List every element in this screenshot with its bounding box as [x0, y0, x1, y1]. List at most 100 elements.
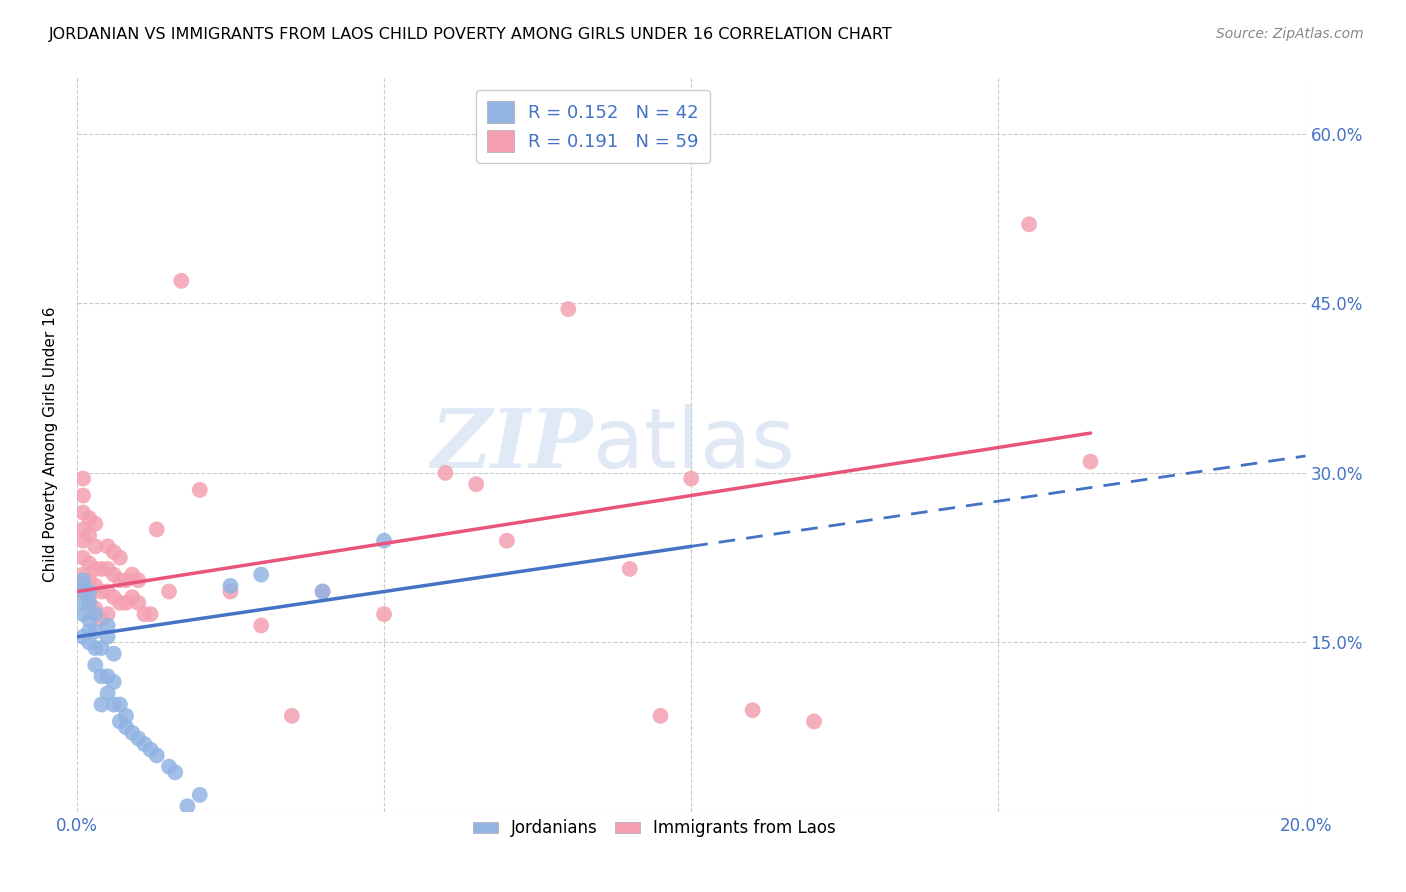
Point	[90, 613, 112, 627]
Point	[108, 596, 131, 610]
Point	[84, 562, 107, 576]
Point	[72, 471, 94, 485]
Point	[72, 584, 94, 599]
Point	[84, 607, 107, 622]
Point	[72, 522, 94, 536]
Text: Source: ZipAtlas.com: Source: ZipAtlas.com	[1216, 27, 1364, 41]
Point	[139, 607, 162, 622]
Point	[77, 528, 100, 542]
Point	[84, 601, 107, 615]
Point	[77, 557, 100, 571]
Point	[90, 562, 112, 576]
Point	[121, 567, 143, 582]
Point	[311, 584, 333, 599]
Point	[77, 596, 100, 610]
Point	[219, 579, 242, 593]
Point	[90, 669, 112, 683]
Point	[134, 737, 156, 751]
Point	[115, 709, 138, 723]
Point	[465, 477, 488, 491]
Point	[108, 714, 131, 729]
Point	[103, 591, 125, 605]
Point	[84, 624, 107, 639]
Point	[97, 539, 120, 553]
Point	[650, 709, 672, 723]
Point	[72, 607, 94, 622]
Point	[72, 630, 94, 644]
Point	[176, 799, 198, 814]
Point	[188, 788, 211, 802]
Point	[557, 301, 579, 316]
Point	[434, 466, 457, 480]
Point	[127, 596, 149, 610]
Point	[127, 731, 149, 746]
Point	[108, 550, 131, 565]
Point	[77, 584, 100, 599]
Point	[145, 748, 167, 763]
Point	[121, 591, 143, 605]
Point	[77, 635, 100, 649]
Point	[72, 574, 94, 588]
Point	[77, 511, 100, 525]
Y-axis label: Child Poverty Among Girls Under 16: Child Poverty Among Girls Under 16	[44, 307, 58, 582]
Point	[108, 574, 131, 588]
Point	[134, 607, 156, 622]
Point	[139, 743, 162, 757]
Point	[72, 567, 94, 582]
Point	[1018, 217, 1040, 231]
Point	[77, 591, 100, 605]
Point	[72, 584, 94, 599]
Point	[84, 658, 107, 673]
Point	[84, 516, 107, 531]
Point	[250, 618, 273, 632]
Point	[103, 675, 125, 690]
Point	[373, 607, 395, 622]
Point	[72, 579, 94, 593]
Point	[1080, 454, 1102, 468]
Point	[77, 574, 100, 588]
Point	[121, 726, 143, 740]
Point	[157, 584, 180, 599]
Point	[145, 522, 167, 536]
Point	[373, 533, 395, 548]
Point	[72, 488, 94, 502]
Point	[281, 709, 304, 723]
Point	[90, 641, 112, 656]
Point	[97, 630, 120, 644]
Point	[115, 574, 138, 588]
Point	[103, 567, 125, 582]
Point	[115, 596, 138, 610]
Text: atlas: atlas	[593, 404, 794, 485]
Legend: Jordanians, Immigrants from Laos: Jordanians, Immigrants from Laos	[467, 813, 842, 844]
Point	[681, 471, 703, 485]
Point	[157, 760, 180, 774]
Point	[127, 574, 149, 588]
Point	[97, 618, 120, 632]
Point	[741, 703, 763, 717]
Point	[97, 584, 120, 599]
Point	[496, 533, 519, 548]
Point	[72, 550, 94, 565]
Point	[90, 698, 112, 712]
Point	[90, 584, 112, 599]
Point	[97, 607, 120, 622]
Point	[84, 539, 107, 553]
Point	[108, 698, 131, 712]
Point	[97, 686, 120, 700]
Point	[103, 545, 125, 559]
Point	[97, 562, 120, 576]
Point	[84, 641, 107, 656]
Point	[103, 698, 125, 712]
Point	[188, 483, 211, 497]
Point	[250, 567, 273, 582]
Point	[165, 765, 187, 780]
Point	[170, 274, 193, 288]
Point	[72, 505, 94, 519]
Text: ZIP: ZIP	[430, 405, 593, 484]
Point	[219, 584, 242, 599]
Point	[77, 624, 100, 639]
Point	[84, 579, 107, 593]
Point	[115, 720, 138, 734]
Point	[619, 562, 641, 576]
Point	[103, 647, 125, 661]
